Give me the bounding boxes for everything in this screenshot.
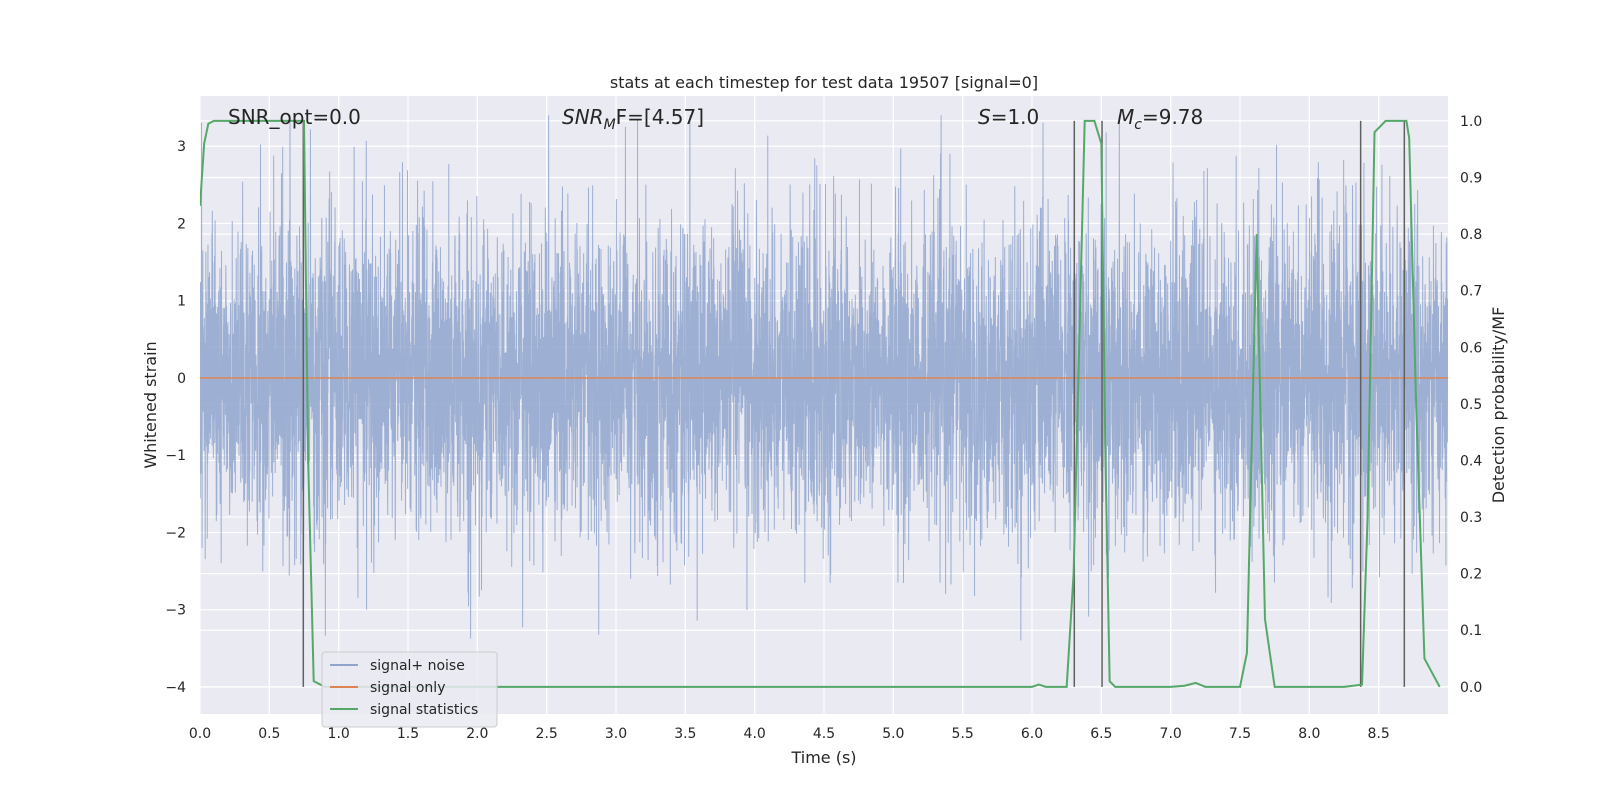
x-tick-label: 5.5 bbox=[952, 726, 974, 742]
x-tick-label: 3.0 bbox=[605, 726, 627, 742]
y2-tick-label: 0.1 bbox=[1460, 623, 1482, 639]
x-tick-label: 1.5 bbox=[397, 726, 419, 742]
snr-mf-rest: F=[4.57] bbox=[616, 105, 704, 129]
y2-tick-label: 0.9 bbox=[1460, 170, 1482, 186]
x-tick-label: 4.5 bbox=[813, 726, 835, 742]
x-tick-label: 5.0 bbox=[882, 726, 904, 742]
y-tick-label: −4 bbox=[165, 680, 186, 696]
legend: signal+ noise signal only signal statist… bbox=[321, 651, 498, 728]
annotation-s: S=1.0 bbox=[978, 105, 1039, 129]
snr-mf-sub: M bbox=[604, 117, 616, 133]
legend-label-signal-noise: signal+ noise bbox=[370, 658, 465, 674]
x-tick-label: 8.0 bbox=[1298, 726, 1320, 742]
y-tick-label: −1 bbox=[165, 448, 186, 464]
y2-tick-label: 0.7 bbox=[1460, 284, 1482, 300]
y-tick-label: 1 bbox=[177, 294, 186, 310]
x-tick-label: 6.0 bbox=[1021, 726, 1043, 742]
y2-tick-label: 0.6 bbox=[1460, 340, 1482, 356]
x-tick-label: 0.0 bbox=[189, 726, 211, 742]
mc-sub: c bbox=[1134, 117, 1142, 133]
y2-axis-label: Detection probability/MF bbox=[1489, 307, 1508, 504]
series-signal-statistics-line bbox=[200, 119, 1441, 688]
y-tick-label: 0 bbox=[177, 371, 186, 387]
x-tick-label: 8.5 bbox=[1368, 726, 1390, 742]
x-tick-label: 0.5 bbox=[258, 726, 280, 742]
x-tick-label: 7.0 bbox=[1160, 726, 1182, 742]
tick-labels: 0.0 0.5 1.0 1.5 2.0 2.5 3.0 3.5 4.0 4.5 5.0 5.5 6.0 6… bbox=[165, 114, 1482, 742]
mc-base: M bbox=[1117, 105, 1134, 129]
series-signal-noise-line bbox=[200, 115, 1448, 641]
legend-box bbox=[321, 651, 498, 728]
x-tick-label: 3.5 bbox=[674, 726, 696, 742]
y2-tick-label: 0.8 bbox=[1460, 227, 1482, 243]
chart-title: stats at each timestep for test data 195… bbox=[610, 73, 1038, 92]
y2-tick-label: 0.0 bbox=[1460, 680, 1482, 696]
y-tick-label: −2 bbox=[165, 525, 186, 541]
series-layer bbox=[200, 115, 1448, 641]
y-axis-label: Whitened strain bbox=[141, 341, 160, 468]
y2-tick-label: 1.0 bbox=[1460, 114, 1482, 130]
x-tick-label: 4.0 bbox=[744, 726, 766, 742]
y2-tick-label: 0.5 bbox=[1460, 397, 1482, 413]
x-tick-label: 6.5 bbox=[1090, 726, 1112, 742]
x-tick-label: 1.0 bbox=[328, 726, 350, 742]
annotation-snr-opt: SNR_opt=0.0 bbox=[228, 105, 361, 129]
x-axis-label: Time (s) bbox=[790, 748, 856, 767]
s-base: S bbox=[978, 105, 991, 129]
x-tick-label: 2.5 bbox=[536, 726, 558, 742]
y2-tick-label: 0.4 bbox=[1460, 453, 1482, 469]
snr-mf-base: SNR bbox=[562, 105, 604, 129]
vertical-markers bbox=[302, 120, 1406, 687]
x-tick-label: 2.0 bbox=[466, 726, 488, 742]
annotation-snr-mf: SNRMF=[4.57] bbox=[562, 105, 704, 133]
y-tick-label: 3 bbox=[177, 139, 186, 155]
legend-label-signal-only: signal only bbox=[370, 680, 445, 696]
mc-rest: =9.78 bbox=[1142, 105, 1203, 129]
probability-layer bbox=[200, 119, 1441, 688]
y2-tick-label: 0.2 bbox=[1460, 567, 1482, 583]
x-tick-label: 7.5 bbox=[1229, 726, 1251, 742]
y2-tick-label: 0.3 bbox=[1460, 510, 1482, 526]
legend-label-signal-statistics: signal statistics bbox=[370, 702, 478, 718]
y-tick-label: −3 bbox=[165, 603, 186, 619]
y-tick-label: 2 bbox=[177, 216, 186, 232]
annotation-mc: Mc=9.78 bbox=[1117, 105, 1203, 133]
s-rest: =1.0 bbox=[991, 105, 1040, 129]
